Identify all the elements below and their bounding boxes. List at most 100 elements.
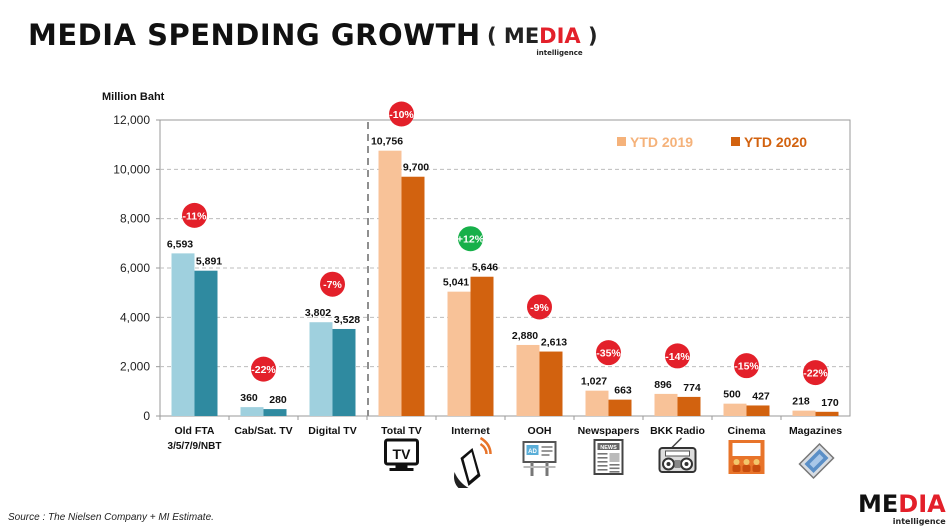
page-title: MEDIA SPENDING GROWTH — [28, 18, 481, 52]
y-axis-label: Million Baht — [102, 91, 165, 103]
footer-logo-text-dia: DIA — [898, 490, 946, 518]
bar-ytd2019 — [723, 403, 747, 416]
data-label-ytd2020: 774 — [683, 382, 701, 394]
data-label-ytd2020: 663 — [614, 385, 632, 397]
change-badge — [389, 101, 414, 127]
category-label: Newspapers — [578, 425, 640, 437]
category-sublabel: 3/5/7/9/NBT — [168, 441, 222, 452]
footer-logo: MEDIA intelligence — [858, 490, 946, 526]
svg-text:NEWS: NEWS — [600, 445, 617, 451]
category-label: BKK Radio — [650, 425, 705, 437]
change-badge — [527, 294, 552, 320]
y-tick-label: 4,000 — [120, 310, 150, 324]
data-label-ytd2019: 500 — [723, 389, 741, 401]
data-label-ytd2019: 360 — [240, 392, 258, 404]
bar-ytd2019 — [792, 410, 816, 416]
bar-ytd2020 — [332, 328, 356, 416]
billboard-icon: AD — [522, 441, 557, 476]
category-label: Digital TV — [308, 425, 356, 437]
tv-icon: TV — [384, 438, 419, 471]
change-badge — [320, 271, 345, 297]
y-tick-label: 0 — [143, 409, 150, 423]
change-badge — [734, 353, 759, 379]
bar-ytd2020 — [608, 399, 632, 416]
change-badge — [665, 343, 690, 369]
change-badge — [251, 356, 276, 382]
data-label-ytd2020: 427 — [752, 390, 770, 402]
data-label-ytd2019: 10,756 — [371, 136, 403, 148]
data-label-ytd2020: 2,613 — [541, 337, 567, 349]
bar-ytd2019 — [447, 291, 471, 416]
y-tick-label: 12,000 — [113, 113, 150, 127]
data-label-ytd2020: 5,891 — [196, 256, 222, 268]
category-label: Cinema — [728, 425, 766, 437]
legend-label-1: YTD 2020 — [744, 134, 807, 150]
change-badge-label: -10% — [389, 109, 414, 121]
bar-ytd2019 — [516, 344, 540, 416]
data-label-ytd2019: 218 — [792, 396, 810, 408]
legend-swatch-1 — [731, 137, 740, 146]
change-badge-label: -35% — [596, 348, 621, 360]
data-label-ytd2020: 280 — [269, 394, 287, 406]
bar-ytd2019 — [240, 407, 264, 416]
bar-ytd2020 — [194, 270, 218, 416]
media-intelligence-logo: ( MEDIA intelligence ) — [487, 24, 598, 57]
data-label-ytd2020: 3,528 — [334, 314, 360, 326]
change-badge — [596, 340, 621, 366]
bar-ytd2020 — [677, 396, 701, 416]
logo-subtext: intelligence — [536, 49, 583, 57]
bar-ytd2020 — [815, 411, 839, 416]
change-badge-label: -22% — [251, 364, 276, 376]
svg-text:TV: TV — [393, 446, 412, 462]
y-tick-label: 2,000 — [120, 360, 150, 374]
newspaper-icon: NEWS — [593, 439, 624, 475]
legend-swatch-0 — [617, 137, 626, 146]
bar-ytd2020 — [746, 405, 770, 416]
bar-ytd2019 — [378, 150, 402, 416]
change-badge-label: +12% — [457, 234, 485, 246]
legend-label-0: YTD 2019 — [630, 134, 693, 150]
logo-text-me: ME — [503, 24, 540, 48]
svg-text:AD: AD — [528, 449, 537, 455]
footer-logo-text-me: ME — [858, 490, 899, 518]
change-badge-label: -9% — [530, 302, 549, 314]
data-label-ytd2020: 5,646 — [472, 262, 498, 274]
bar-ytd2020 — [470, 276, 494, 416]
cinema-icon — [728, 440, 765, 474]
change-badge-label: -14% — [665, 351, 690, 363]
radio-icon — [658, 437, 697, 473]
source-note: Source : The Nielsen Company + MI Estima… — [8, 512, 214, 523]
data-label-ytd2020: 170 — [821, 397, 839, 409]
bar-ytd2020 — [539, 351, 563, 416]
y-tick-label: 8,000 — [120, 212, 150, 226]
change-badge-label: -11% — [183, 210, 208, 222]
bar-ytd2020 — [401, 176, 425, 416]
change-badge-label: -15% — [734, 361, 759, 373]
change-badge — [803, 360, 828, 386]
change-badge-label: -7% — [323, 279, 342, 291]
magazine-icon — [798, 442, 835, 480]
bar-ytd2019 — [309, 322, 333, 416]
data-label-ytd2020: 9,700 — [403, 162, 429, 174]
data-label-ytd2019: 6,593 — [167, 238, 193, 250]
data-label-ytd2019: 896 — [654, 379, 672, 391]
logo-paren-open: ( — [487, 24, 497, 48]
category-label: Total TV — [381, 425, 422, 437]
y-tick-label: 10,000 — [113, 162, 150, 176]
data-label-ytd2019: 1,027 — [581, 376, 607, 388]
change-badge — [458, 226, 483, 252]
y-tick-label: 6,000 — [120, 261, 150, 275]
bar-ytd2019 — [171, 253, 195, 416]
data-label-ytd2019: 2,880 — [512, 330, 538, 342]
bar-ytd2019 — [585, 390, 609, 416]
bar-ytd2020 — [263, 409, 287, 416]
category-label: OOH — [528, 425, 552, 437]
category-label: Magazines — [789, 425, 842, 437]
change-badge — [182, 202, 207, 228]
footer-logo-subtext: intelligence — [892, 517, 946, 526]
data-label-ytd2019: 3,802 — [305, 307, 331, 319]
smartphone-icon — [454, 436, 492, 488]
data-label-ytd2019: 5,041 — [443, 277, 469, 289]
category-label: Internet — [451, 425, 490, 437]
category-label: Cab/Sat. TV — [234, 425, 292, 437]
